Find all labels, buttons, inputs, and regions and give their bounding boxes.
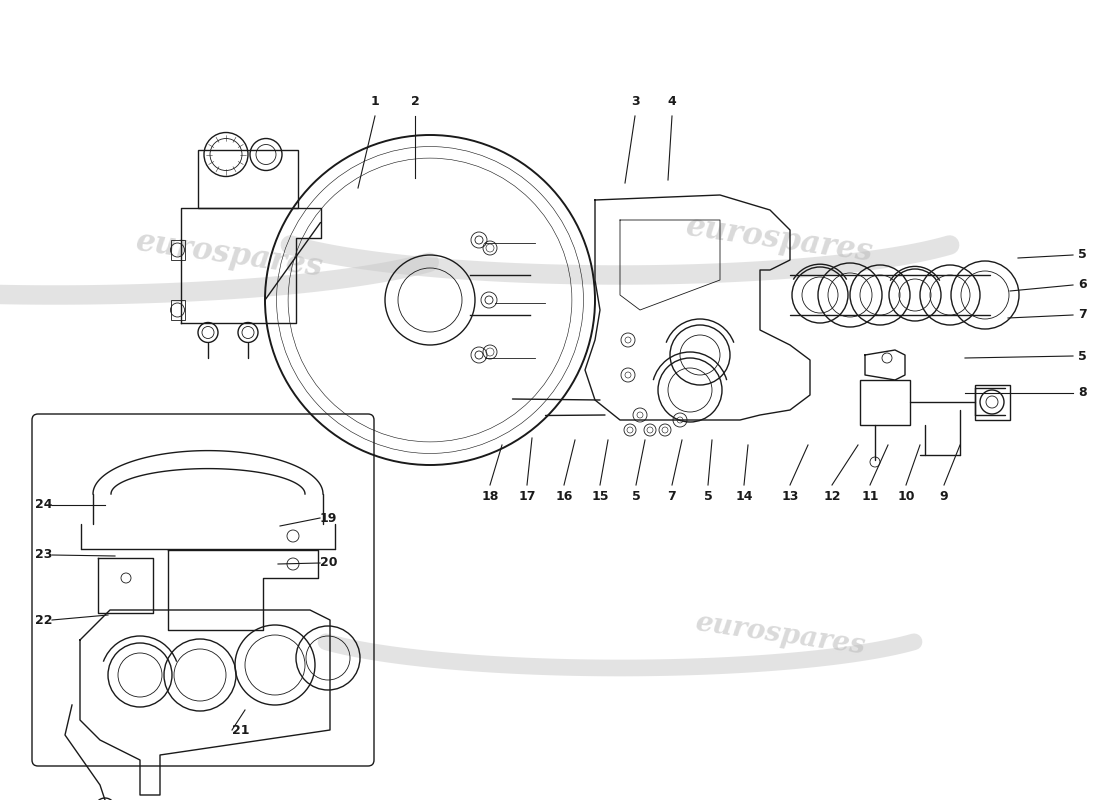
Text: 18: 18 (482, 490, 498, 503)
Text: 5: 5 (631, 490, 640, 503)
Text: 9: 9 (939, 490, 948, 503)
Text: 1: 1 (371, 95, 380, 108)
Text: 11: 11 (861, 490, 879, 503)
Text: 5: 5 (1078, 249, 1087, 262)
Text: 22: 22 (34, 614, 52, 626)
Text: 7: 7 (668, 490, 676, 503)
Text: 13: 13 (781, 490, 799, 503)
Text: eurospares: eurospares (134, 226, 326, 283)
Text: 7: 7 (1078, 309, 1087, 322)
Text: 3: 3 (630, 95, 639, 108)
Text: 2: 2 (410, 95, 419, 108)
Text: eurospares: eurospares (684, 211, 876, 269)
Text: 4: 4 (668, 95, 676, 108)
Text: 16: 16 (556, 490, 573, 503)
Text: 5: 5 (1078, 350, 1087, 362)
Text: 10: 10 (898, 490, 915, 503)
Bar (170, 300, 185, 320)
Text: 20: 20 (320, 557, 338, 570)
Text: 24: 24 (34, 498, 52, 511)
Text: eurospares: eurospares (693, 610, 867, 660)
Text: 17: 17 (518, 490, 536, 503)
Text: 19: 19 (320, 511, 338, 525)
Bar (170, 240, 185, 260)
Bar (198, 150, 298, 207)
Text: 15: 15 (592, 490, 608, 503)
Text: 5: 5 (704, 490, 713, 503)
Text: 14: 14 (735, 490, 752, 503)
Bar (975, 385, 1010, 420)
Text: 6: 6 (1078, 278, 1087, 291)
Text: 23: 23 (34, 549, 52, 562)
Bar (860, 380, 910, 425)
Text: 21: 21 (232, 723, 250, 737)
Text: 8: 8 (1078, 386, 1087, 399)
Text: 12: 12 (823, 490, 840, 503)
